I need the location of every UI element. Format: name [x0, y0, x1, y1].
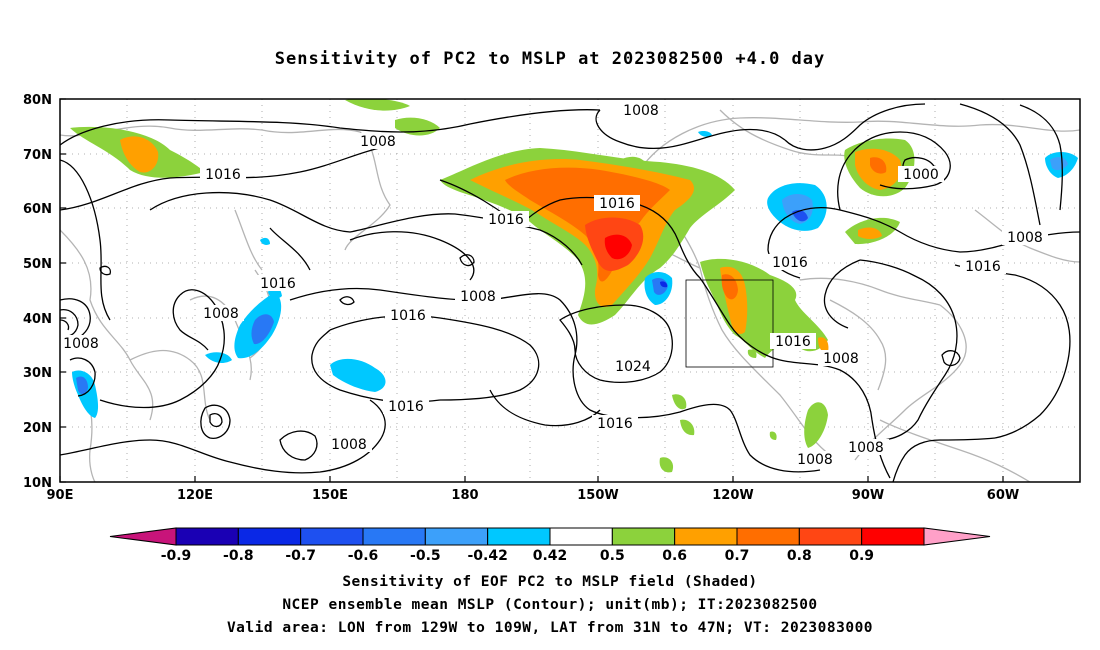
shading-positive-mid — [120, 136, 159, 173]
shading-positive-low — [345, 99, 410, 111]
contour-label: 1008 — [331, 437, 367, 453]
contour-label: 1000 — [903, 167, 939, 183]
colorbar-labels: -0.9 -0.8 -0.7 -0.6 -0.5 -0.42 0.42 0.5 0.6 0.7 0.… — [161, 548, 874, 564]
shading-positive-mid — [818, 337, 829, 353]
lon-labels: 90E 120E 150E 180 150W 120W 90W 60W — [47, 488, 1020, 503]
colorbar-label: 0.6 — [662, 548, 687, 564]
colorbar-swatch — [424, 527, 489, 546]
contour-value-labels: 1008 1008 1016 1016 1016 1000 1008 1016 … — [60, 102, 1048, 468]
contour-label: 1016 — [205, 167, 241, 183]
footer-line-1: Sensitivity of EOF PC2 to MSLP field (Sh… — [342, 574, 758, 590]
lon-label: 150W — [577, 488, 618, 503]
lat-label: 10N — [23, 476, 52, 491]
footer-line-2: NCEP ensemble mean MSLP (Contour); unit(… — [282, 597, 818, 613]
colorbar-swatch — [611, 527, 676, 546]
contour-label: 1016 — [260, 276, 296, 292]
colorbar-swatch — [861, 527, 925, 546]
shading-negative-mid — [76, 376, 88, 395]
colorbar-label: 0.9 — [849, 548, 874, 564]
shading-positive-low — [620, 156, 645, 165]
colorbar-swatch — [487, 527, 551, 546]
shading-positive-high — [870, 157, 887, 174]
lat-label: 30N — [23, 366, 52, 381]
shading-positive-mid — [858, 227, 882, 239]
colorbar — [109, 527, 991, 546]
shading-positive-low — [680, 419, 695, 436]
contour-label: 1016 — [390, 308, 426, 324]
contour-label: 1024 — [615, 359, 651, 375]
shading-positive-low — [659, 457, 674, 473]
lon-label: 150E — [312, 488, 348, 503]
contour-label: 1008 — [797, 452, 833, 468]
shading-positive-low — [747, 349, 757, 358]
contour-label: 1008 — [460, 289, 496, 305]
lon-label: 180 — [451, 488, 478, 503]
shading-negative-high — [660, 281, 668, 288]
lon-label: 120W — [712, 488, 753, 503]
colorbar-label: 0.8 — [787, 548, 812, 564]
colorbar-swatch — [300, 527, 364, 546]
shading-positive-low — [769, 431, 777, 440]
lat-label: 80N — [23, 93, 52, 108]
colorbar-label: -0.5 — [410, 548, 441, 564]
contour-label: 1008 — [203, 306, 239, 322]
colorbar-label: 0.42 — [533, 548, 568, 564]
colorbar-label: 0.5 — [600, 548, 625, 564]
shading-negative-low — [260, 237, 270, 245]
contour-label: 1008 — [360, 134, 396, 150]
colorbar-swatch — [175, 527, 239, 546]
shading-negative-mid — [1050, 156, 1068, 171]
lon-label: 90W — [852, 488, 884, 503]
contour-label: 1008 — [823, 351, 859, 367]
contour-label: 1016 — [775, 334, 811, 350]
colorbar-triangle-high — [923, 527, 991, 546]
colorbar-label: -0.42 — [467, 548, 507, 564]
contour-label: 1016 — [772, 255, 808, 271]
colorbar-label: -0.9 — [161, 548, 192, 564]
lat-labels: 80N 70N 60N 50N 40N 30N 20N 10N — [23, 93, 52, 491]
contour-label: 1016 — [965, 259, 1001, 275]
shading-positive-low — [672, 394, 687, 410]
lon-label: 120E — [177, 488, 213, 503]
axis-ticks — [59, 98, 1004, 483]
shading-positive-low — [804, 402, 828, 448]
contour-label: 1008 — [63, 336, 99, 352]
lon-label: 90E — [47, 488, 74, 503]
colorbar-swatch — [549, 527, 613, 546]
colorbar-label: -0.8 — [223, 548, 254, 564]
colorbar-swatch — [798, 527, 863, 546]
plot-frame — [59, 98, 1081, 483]
shading-negative-mid — [251, 314, 274, 345]
shading-negative-low — [205, 352, 232, 363]
colorbar-label: -0.7 — [285, 548, 316, 564]
colorbar-label: -0.6 — [348, 548, 379, 564]
contour-label: 1016 — [597, 416, 633, 432]
colorbar-swatch — [237, 527, 302, 546]
footer-line-3: Valid area: LON from 129W to 109W, LAT f… — [226, 620, 874, 636]
lat-label: 50N — [23, 257, 52, 272]
colorbar-swatch — [736, 527, 800, 546]
contour-label: 1008 — [623, 103, 659, 119]
lat-label: 70N — [23, 148, 52, 163]
colorbar-triangle-low — [109, 527, 177, 546]
shading-positive-high — [721, 274, 738, 300]
valid-area-box — [685, 279, 774, 368]
shading-negative-low — [330, 358, 386, 392]
colorbar-label: 0.7 — [725, 548, 750, 564]
shading-positive-high — [604, 234, 632, 260]
lon-label: 60W — [987, 488, 1019, 503]
figure-title: Sensitivity of PC2 to MSLP at 2023082500… — [274, 49, 826, 69]
lat-label: 20N — [23, 421, 52, 436]
contour-label: 1008 — [1007, 230, 1043, 246]
contour-label: 1016 — [488, 212, 524, 228]
lat-label: 60N — [23, 202, 52, 217]
lat-label: 40N — [23, 312, 52, 327]
contour-label: 1016 — [599, 196, 635, 212]
contour-label: 1008 — [848, 440, 884, 456]
shading-negative-low — [698, 131, 712, 137]
colorbar-swatch — [362, 527, 426, 546]
colorbar-swatch — [674, 527, 738, 546]
contour-label: 1016 — [388, 399, 424, 415]
